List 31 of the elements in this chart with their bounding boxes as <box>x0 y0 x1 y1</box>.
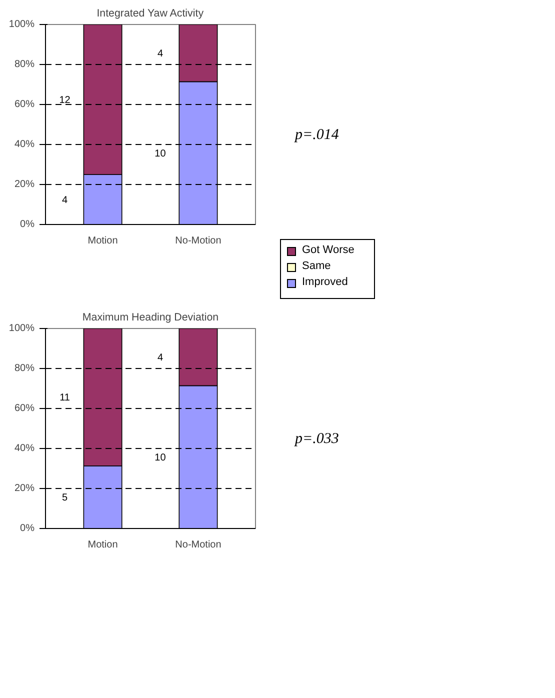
y-tick-label: 0% <box>20 219 35 230</box>
y-tick-label: 20% <box>14 483 35 494</box>
y-tick-label: 40% <box>14 139 35 150</box>
annotation: 4 <box>157 352 164 364</box>
text: p=.033 <box>295 430 339 449</box>
y-tick-label: 40% <box>14 443 35 454</box>
legend-label: Same <box>302 259 331 274</box>
legend-label: Got Worse <box>302 243 354 258</box>
annotation: 12 <box>59 95 71 106</box>
annotation: 4 <box>62 195 68 206</box>
y-tick-label: 0% <box>20 523 35 534</box>
y-tick-label: 60% <box>14 403 35 414</box>
chart-title: Maximum Heading Deviation <box>82 312 219 324</box>
y-tick-label: 100% <box>8 19 35 30</box>
annotation: 4 <box>157 48 164 60</box>
y-tick-label: 80% <box>14 363 35 374</box>
annotation: 11 <box>60 392 70 404</box>
y-tick-label: 60% <box>14 99 35 110</box>
text: p=.014 <box>295 126 339 145</box>
annotation: 10 <box>154 452 166 464</box>
x-tick-label: No-Motion <box>175 540 222 550</box>
annotation: 5 <box>62 492 68 504</box>
x-tick-label: Motion <box>88 236 118 246</box>
x-tick-label: Motion <box>88 540 118 550</box>
annotation: 10 <box>154 148 166 160</box>
y-tick-label: 20% <box>14 179 35 190</box>
x-tick-label: No-Motion <box>175 236 222 246</box>
chart-title: Integrated Yaw Activity <box>96 8 204 20</box>
y-tick-label: 100% <box>8 323 35 334</box>
legend-label: Improved <box>302 275 348 290</box>
y-tick-label: 80% <box>14 59 35 70</box>
